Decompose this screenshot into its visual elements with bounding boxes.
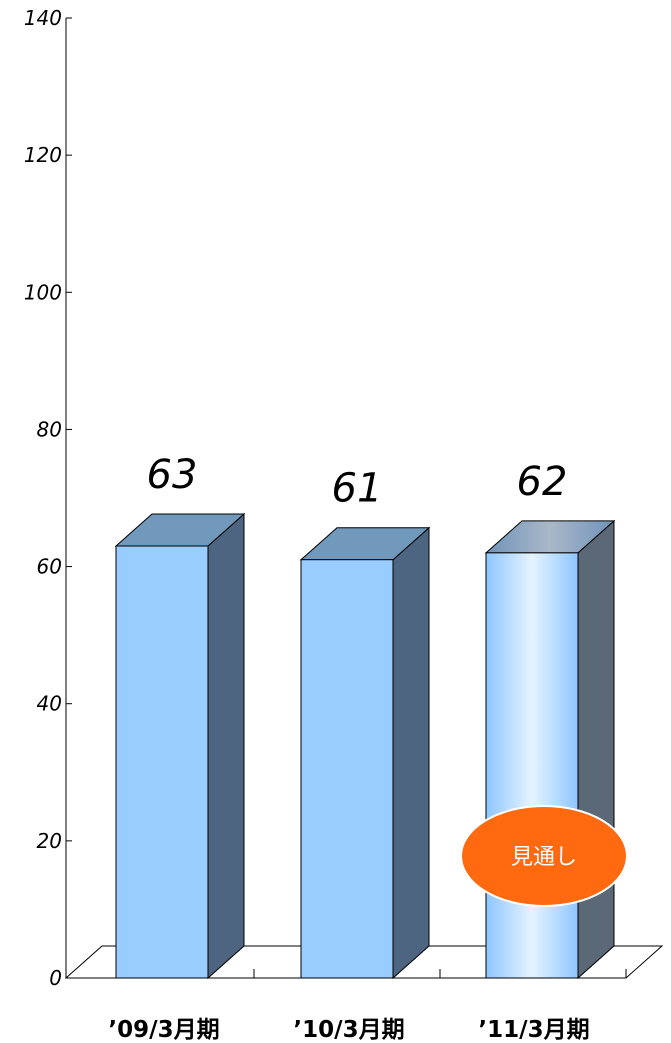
category-label: ’11/3月期 bbox=[478, 1017, 589, 1043]
bar-side bbox=[207, 512, 245, 980]
data-label: 63 bbox=[147, 452, 198, 498]
bar-front bbox=[485, 552, 579, 979]
data-label: 61 bbox=[332, 466, 383, 512]
y-tick-label: 40 bbox=[37, 692, 62, 716]
y-tick-label: 20 bbox=[37, 829, 62, 853]
category-labels: ’09/3月期 ’10/3月期 ’11/3月期 bbox=[108, 1017, 589, 1043]
category-label: ’09/3月期 bbox=[108, 1017, 219, 1043]
bar bbox=[299, 526, 431, 980]
y-tick-label: 100 bbox=[24, 280, 62, 304]
bar-side bbox=[577, 519, 615, 980]
chart-floor bbox=[64, 945, 664, 979]
y-tick-label: 60 bbox=[37, 555, 62, 579]
projection-badge-shape bbox=[460, 805, 628, 907]
bars bbox=[114, 512, 616, 980]
y-axis: 0 20 40 60 80 100 120 140 bbox=[24, 6, 72, 990]
y-tick-label: 0 bbox=[49, 966, 62, 990]
projection-badge-label: 見通し bbox=[511, 845, 577, 870]
bar-side bbox=[392, 526, 430, 980]
y-tick-label: 120 bbox=[24, 143, 62, 167]
data-labels: 63 61 62 bbox=[147, 452, 568, 512]
bar bbox=[484, 519, 616, 980]
floor-plane bbox=[64, 945, 664, 979]
bar-front bbox=[300, 559, 394, 979]
data-label: 62 bbox=[517, 459, 568, 505]
y-tick-label: 140 bbox=[24, 6, 62, 30]
bar-front bbox=[115, 545, 209, 979]
category-label: ’10/3月期 bbox=[293, 1017, 404, 1043]
bar bbox=[114, 512, 246, 980]
y-tick-label: 80 bbox=[37, 417, 62, 441]
projection-badge: 見通し bbox=[460, 805, 628, 907]
